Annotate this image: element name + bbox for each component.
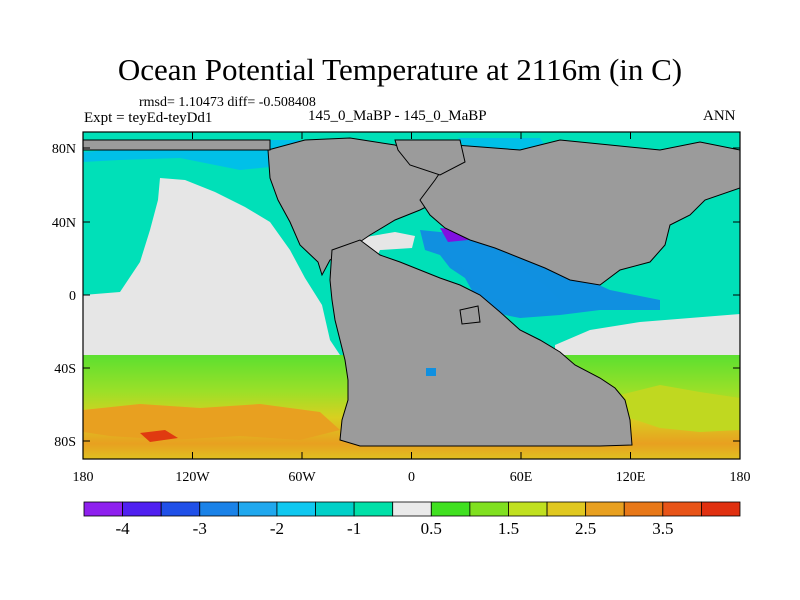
- lat-tick-label: 80N: [52, 142, 76, 157]
- pale-region-east: [555, 314, 740, 368]
- colorbar-swatch: [430, 501, 471, 517]
- blue-spot-south: [426, 368, 436, 376]
- chart-title: Ocean Potential Temperature at 2116m (in…: [117, 52, 683, 87]
- colorbar-swatch: [122, 501, 162, 517]
- pale-region-pacific: [83, 178, 340, 355]
- colorbar: [83, 501, 741, 517]
- colorbar-swatch: [276, 501, 316, 517]
- stats-label: rmsd= 1.10473 diff= -0.508408: [139, 95, 316, 110]
- land-eurasia: [419, 139, 740, 286]
- colorbar-swatch: [701, 501, 741, 517]
- lon-tick-label: 120E: [616, 470, 646, 485]
- season-label: ANN: [703, 108, 736, 124]
- cold-anomaly-core: [440, 238, 560, 304]
- colorbar-swatch: [546, 501, 587, 517]
- lon-tick-label: 180: [73, 470, 94, 485]
- experiment-label: Expt = teyEd-teyDd1: [84, 110, 213, 126]
- lat-tick-label: 80S: [54, 435, 76, 450]
- colorbar-label: 3.5: [652, 519, 673, 538]
- longitude-axis: 180 120W 60W 0 60E 120E 180: [73, 132, 751, 485]
- colorbar-swatch: [237, 501, 278, 517]
- colorbar-swatch: [469, 501, 509, 517]
- colorbar-labels: -4 -3 -2 -1 0.5 1.5 2.5 3.5: [116, 519, 674, 538]
- warm-anomaly-east: [620, 385, 740, 432]
- colorbar-swatch: [662, 501, 702, 517]
- colorbar-swatch: [160, 501, 201, 517]
- colorbar-swatch: [392, 501, 432, 517]
- colorbar-label: 0.5: [421, 519, 442, 538]
- colorbar-swatch: [353, 501, 394, 517]
- land-greenland: [394, 139, 466, 176]
- colorbar-swatch: [585, 501, 625, 517]
- colorbar-swatch: [623, 501, 664, 517]
- lon-tick-label: 0: [408, 470, 415, 485]
- colorbar-swatch: [199, 501, 239, 517]
- lon-tick-label: 60W: [288, 470, 316, 485]
- map-plot-area: [83, 132, 740, 459]
- warm-anomaly-west: [83, 404, 340, 440]
- colorbar-label: -3: [193, 519, 207, 538]
- hot-spot: [140, 430, 178, 442]
- colorbar-swatch: [83, 501, 123, 517]
- center-label: 145_0_MaBP - 145_0_MaBP: [308, 108, 487, 124]
- land-gondwana: [329, 239, 633, 447]
- lat-tick-label: 0: [69, 289, 76, 304]
- land-small-island: [459, 305, 481, 325]
- colorbar-label: -2: [270, 519, 284, 538]
- lon-tick-label: 180: [730, 470, 751, 485]
- latitude-axis: 80N 40N 0 40S 80S: [52, 142, 740, 450]
- lat-tick-label: 40N: [52, 216, 76, 231]
- colorbar-label: 2.5: [575, 519, 596, 538]
- colorbar-label: -4: [116, 519, 131, 538]
- land-masses: [83, 137, 740, 447]
- colorbar-label: -1: [347, 519, 361, 538]
- lon-tick-label: 60E: [510, 470, 533, 485]
- colorbar-label: 1.5: [498, 519, 519, 538]
- colorbar-swatch: [508, 501, 548, 517]
- colorbar-swatch: [315, 501, 355, 517]
- land-arctic-rim: [83, 139, 271, 151]
- lon-tick-label: 120W: [175, 470, 210, 485]
- lat-tick-label: 40S: [54, 362, 76, 377]
